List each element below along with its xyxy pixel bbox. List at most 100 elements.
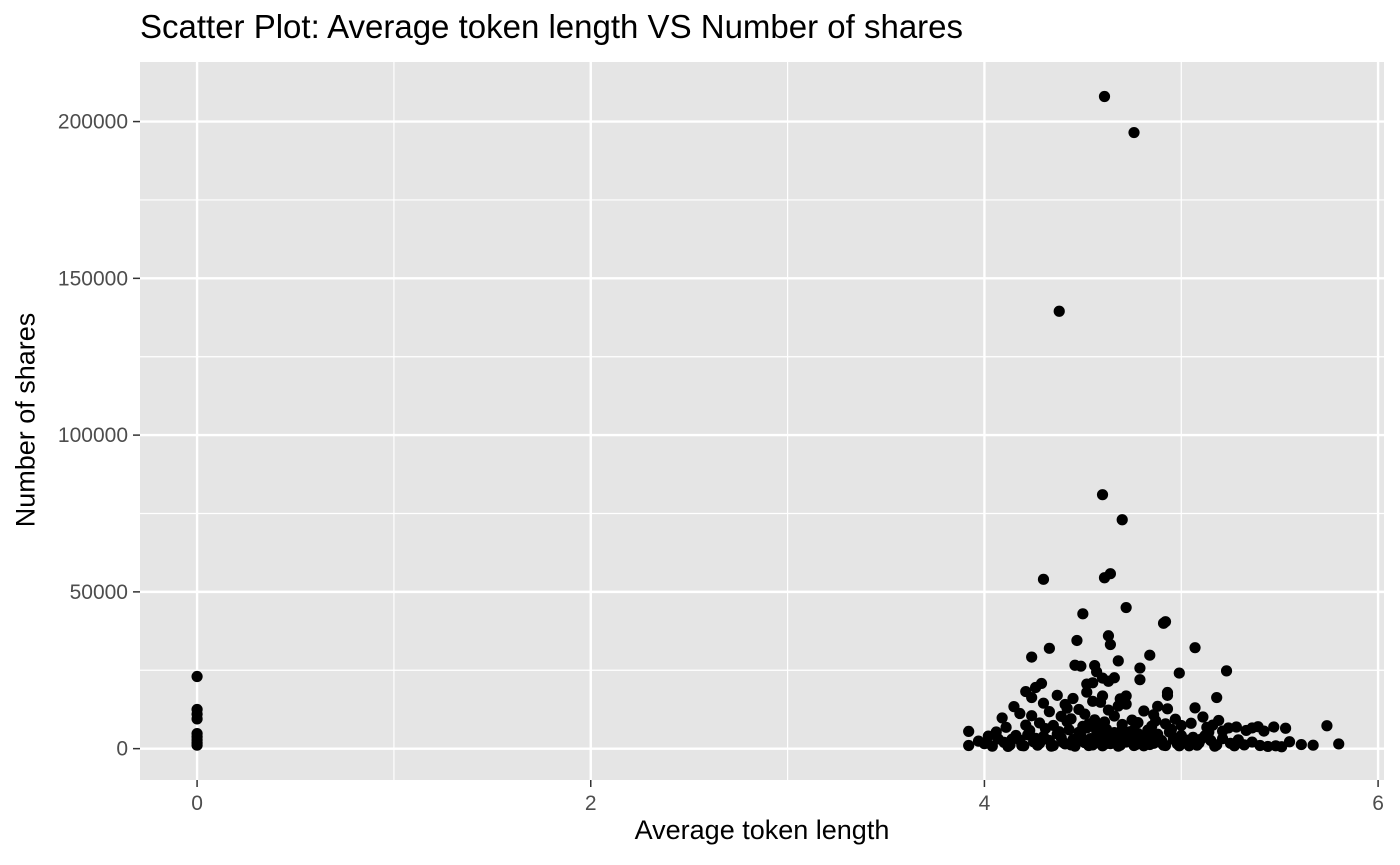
- data-point: [1228, 740, 1241, 752]
- data-point: [1075, 660, 1087, 672]
- data-point: [1169, 732, 1181, 744]
- data-point: [1037, 730, 1050, 743]
- data-point: [1026, 651, 1038, 663]
- data-point: [1295, 738, 1307, 751]
- data-point: [1071, 634, 1083, 647]
- data-point: [1043, 706, 1055, 718]
- data-point: [1116, 514, 1128, 526]
- data-point: [1098, 90, 1111, 103]
- tick-labels: 0 2 4 6 0 50000 100000 150000 200000: [58, 111, 1384, 815]
- data-point: [1161, 689, 1174, 701]
- data-point: [1030, 681, 1042, 694]
- data-point: [1077, 720, 1089, 732]
- data-point: [1057, 736, 1069, 748]
- x-tick-label: 4: [979, 792, 991, 815]
- data-point: [1006, 733, 1018, 745]
- y-tick-label: 200000: [58, 111, 128, 134]
- y-tick-label: 150000: [58, 267, 128, 290]
- y-tick-label: 100000: [58, 424, 128, 447]
- data-point: [1043, 642, 1055, 654]
- data-point: [1104, 638, 1116, 651]
- data-point: [1067, 692, 1079, 705]
- data-point: [1128, 126, 1140, 139]
- data-point: [1220, 665, 1233, 677]
- data-point: [1071, 732, 1083, 744]
- y-axis-label: Number of shares: [10, 312, 41, 528]
- data-point: [1108, 710, 1120, 722]
- data-point: [963, 739, 975, 752]
- data-point: [1122, 735, 1134, 748]
- data-point: [1037, 573, 1050, 585]
- data-point: [1175, 719, 1187, 732]
- data-point: [1037, 697, 1050, 709]
- data-point: [191, 713, 203, 725]
- data-point: [1112, 700, 1124, 712]
- data-point: [1092, 722, 1105, 734]
- data-point: [1152, 700, 1164, 712]
- data-point: [1197, 711, 1209, 723]
- data-point: [1307, 739, 1319, 751]
- data-point: [1053, 726, 1065, 738]
- data-point: [1144, 649, 1156, 661]
- data-point: [1087, 677, 1099, 689]
- data-point: [1077, 608, 1089, 620]
- data-point: [1268, 721, 1280, 733]
- data-point: [1014, 707, 1026, 720]
- minor-gridlines: [140, 62, 1384, 780]
- chart-title: Scatter Plot: Average token length VS Nu…: [140, 8, 964, 45]
- data-point: [1230, 721, 1242, 733]
- data-point: [1120, 601, 1132, 614]
- data-point: [1279, 722, 1292, 734]
- data-point: [1185, 717, 1197, 729]
- data-point: [1059, 698, 1071, 711]
- data-point: [1079, 708, 1091, 720]
- data-point: [1081, 686, 1093, 698]
- data-point: [1140, 731, 1152, 743]
- data-point: [1096, 489, 1109, 501]
- data-point: [1000, 721, 1012, 733]
- data-point: [1181, 734, 1193, 746]
- data-point: [1102, 675, 1115, 687]
- x-tick-label: 6: [1372, 792, 1384, 815]
- data-point: [1045, 740, 1057, 752]
- data-point: [191, 670, 203, 683]
- data-point: [1161, 703, 1174, 715]
- data-point: [1138, 705, 1150, 717]
- data-point: [1165, 723, 1178, 736]
- data-point: [1240, 724, 1252, 737]
- data-point: [1159, 616, 1172, 628]
- y-tick-label: 50000: [70, 581, 128, 604]
- data-point: [1112, 655, 1124, 667]
- data-point: [1098, 738, 1111, 750]
- data-point: [191, 739, 203, 751]
- data-point: [1016, 739, 1028, 752]
- data-points: [191, 90, 1345, 753]
- data-point: [1203, 726, 1215, 738]
- data-point: [1150, 715, 1162, 727]
- data-point: [1026, 710, 1038, 722]
- x-axis-label: Average token length: [634, 815, 890, 845]
- data-point: [1209, 740, 1221, 752]
- plot-panel-background: [140, 62, 1384, 780]
- data-point: [1333, 738, 1345, 750]
- data-point: [1051, 689, 1063, 701]
- data-point: [1053, 305, 1065, 317]
- x-tick-label: 2: [585, 792, 597, 815]
- data-point: [1134, 662, 1146, 674]
- axis-ticks: [133, 120, 1379, 787]
- data-point: [1102, 630, 1115, 642]
- data-point: [1211, 691, 1223, 704]
- data-point: [1022, 729, 1034, 741]
- data-point: [1063, 724, 1075, 736]
- data-point: [1189, 642, 1201, 654]
- data-point: [996, 712, 1008, 724]
- data-point: [1020, 685, 1032, 698]
- x-tick-label: 0: [191, 792, 203, 815]
- y-tick-label: 0: [116, 738, 128, 761]
- data-point: [1321, 720, 1333, 732]
- data-point: [963, 725, 975, 738]
- data-point: [1128, 724, 1140, 736]
- data-point: [1258, 725, 1270, 737]
- data-point: [1087, 695, 1099, 707]
